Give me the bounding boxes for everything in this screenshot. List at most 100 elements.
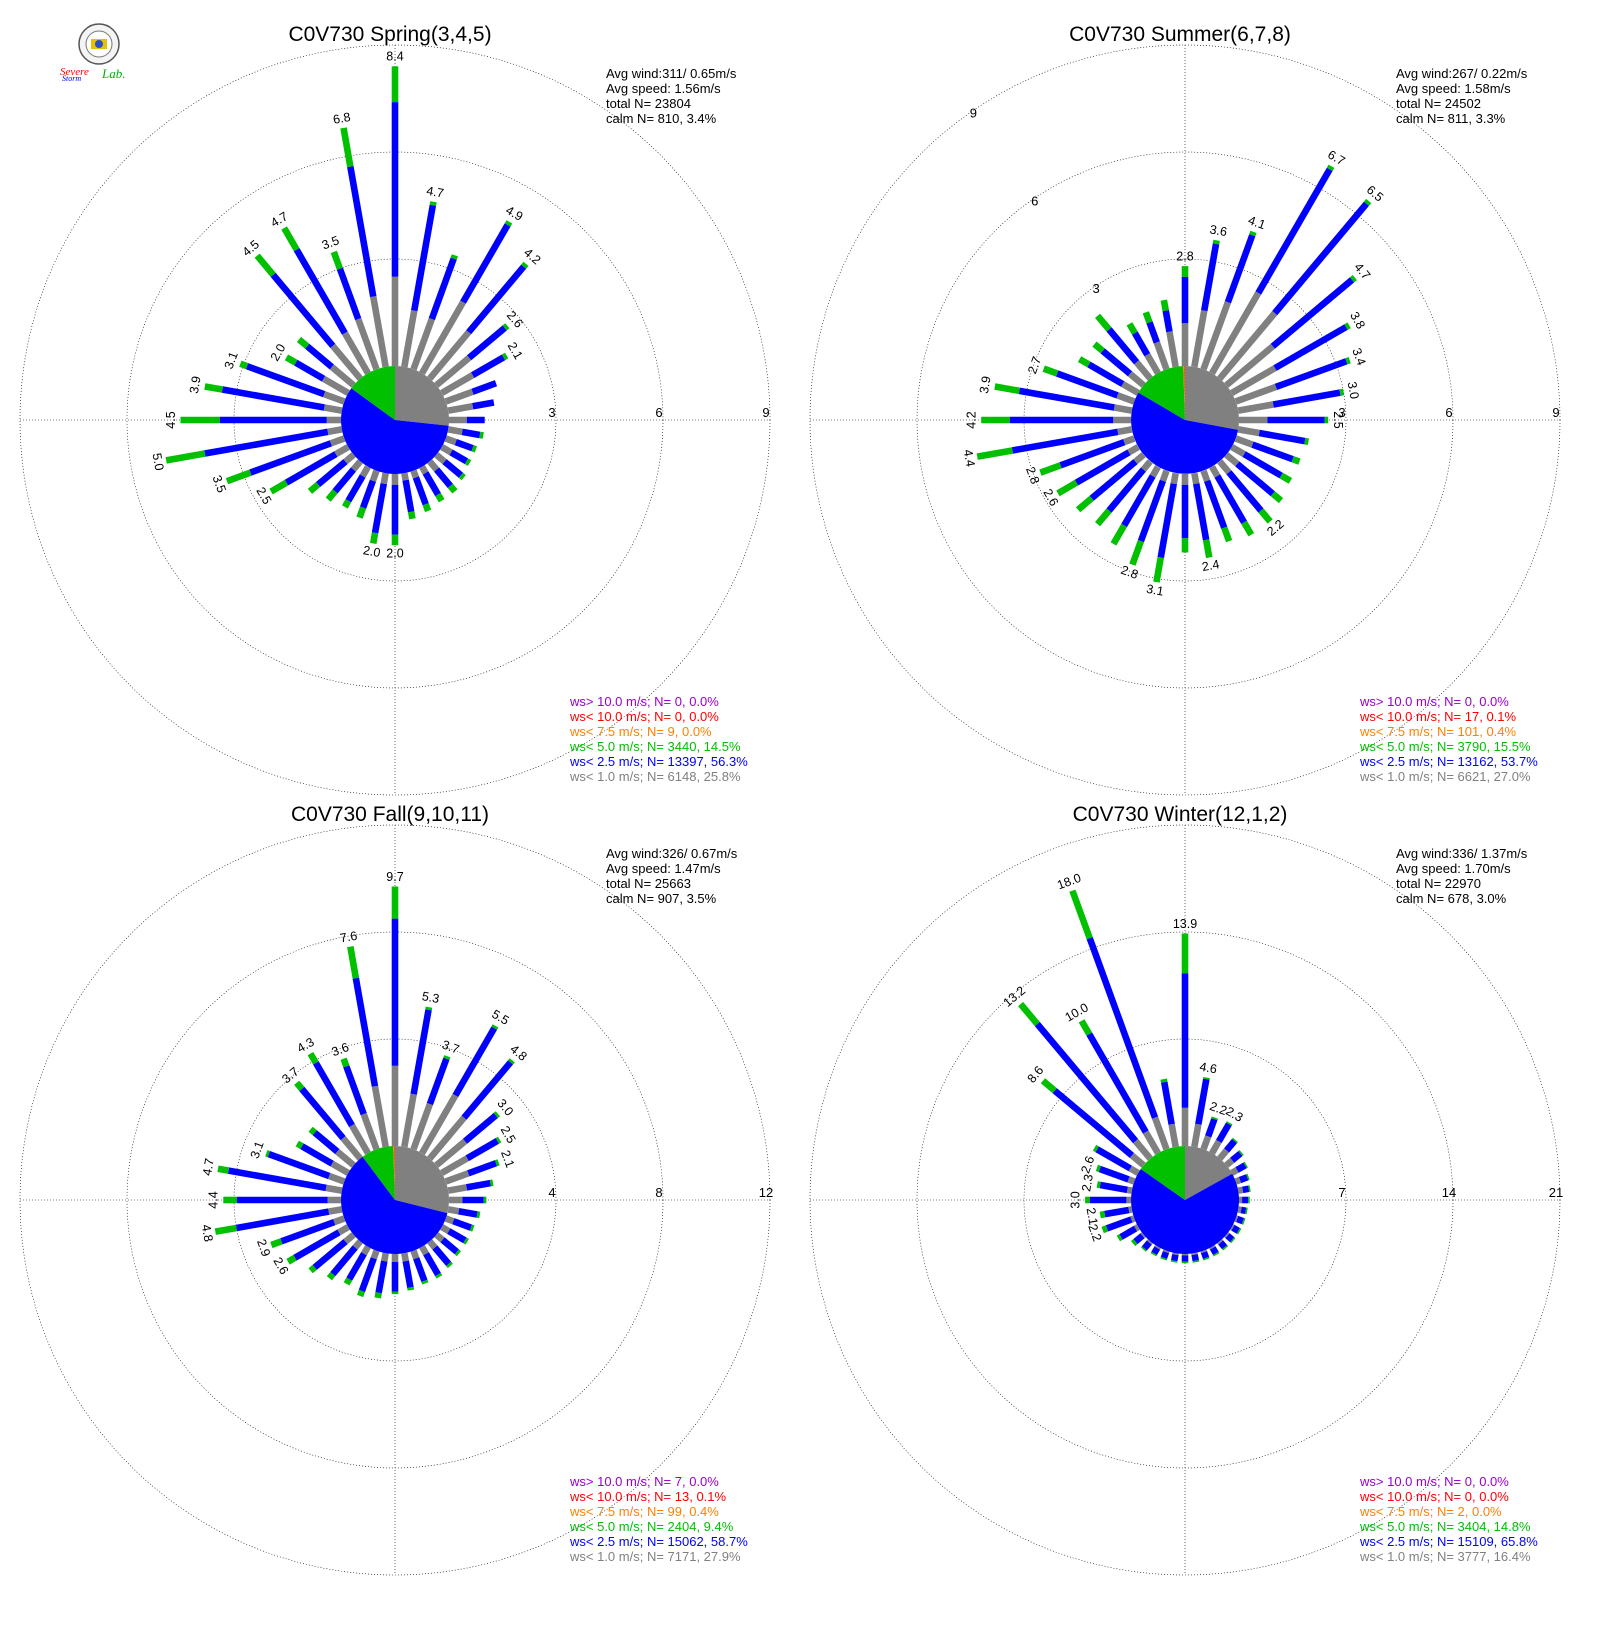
segment-gray <box>1127 1176 1136 1185</box>
segment-blue <box>460 223 511 304</box>
stat-avg-wind: Avg wind:336/ 1.37m/s <box>1396 846 1528 861</box>
segment-blue <box>442 459 464 478</box>
sector-total-label: 2.8 <box>1176 249 1193 263</box>
segment-green <box>469 1224 475 1232</box>
sector-bar-350 <box>1160 299 1179 368</box>
sector-bar-300 <box>1092 1144 1140 1176</box>
segment-gray <box>330 1160 350 1176</box>
segment-gray <box>349 1123 371 1155</box>
segment-green <box>325 489 338 502</box>
segment-green <box>1203 1256 1210 1261</box>
segment-gray <box>1146 1239 1153 1245</box>
segment-blue <box>1201 243 1220 312</box>
sector-bar-90 <box>1239 416 1329 424</box>
segment-green <box>296 336 310 349</box>
segment-green <box>458 472 466 481</box>
segment-blue <box>1095 1146 1132 1172</box>
sector-bar-130 <box>1224 1232 1236 1244</box>
sector-total-label: 3.5 <box>210 473 229 494</box>
calm-slice-lt1 <box>1185 366 1240 430</box>
legend-entry: ws< 5.0 m/s; N= 3404, 14.8% <box>1359 1519 1531 1534</box>
sector-total-label: 2.9 <box>254 1237 273 1258</box>
segment-green <box>1291 456 1301 465</box>
sector-total-label: 2.5 <box>1331 411 1345 428</box>
segment-gray <box>1230 1167 1239 1176</box>
sector-bar-270 <box>223 1196 341 1204</box>
segment-blue <box>1255 167 1333 295</box>
sector-bar-170 <box>401 472 416 520</box>
calm-slice-lt7_5 <box>393 1145 395 1200</box>
segment-green <box>1258 508 1273 524</box>
sector-bar-140 <box>427 1239 453 1269</box>
segment-blue <box>1181 484 1189 539</box>
segment-gray <box>1128 1165 1140 1176</box>
segment-blue <box>413 1257 428 1282</box>
panel-title: C0V730 Winter(12,1,2) <box>1073 803 1288 826</box>
segment-gray <box>440 444 453 456</box>
logo-lab-text: Lab. <box>101 66 125 81</box>
sector-bar-120 <box>440 1224 469 1245</box>
segment-green <box>357 1289 365 1298</box>
segment-gray <box>1217 1239 1224 1245</box>
segment-gray <box>343 452 356 465</box>
ring-tick-label: 14 <box>1442 1185 1456 1200</box>
sector-bar-170 <box>401 1252 415 1291</box>
segment-gray <box>1234 1176 1242 1185</box>
segment-green <box>1160 1256 1167 1261</box>
segment-gray <box>1113 416 1131 424</box>
segment-blue <box>1230 1151 1243 1163</box>
segment-green <box>1126 322 1138 335</box>
sector-bar-140 <box>427 459 458 494</box>
segment-gray <box>1234 1215 1239 1223</box>
sector-bar-20 <box>410 1055 451 1151</box>
calm-pie <box>1131 365 1240 474</box>
segment-gray <box>1166 331 1179 368</box>
sector-total-label: 2.6 <box>1078 1154 1097 1175</box>
segment-blue <box>454 439 474 452</box>
sector-bar-190 <box>374 1252 389 1299</box>
sector-bar-320 <box>1018 1001 1153 1161</box>
segment-green <box>1192 1260 1200 1263</box>
segment-gray <box>371 1085 389 1148</box>
segment-gray <box>1200 1249 1208 1254</box>
segment-green <box>307 1052 319 1065</box>
segment-gray <box>391 474 399 485</box>
segment-gray <box>1234 383 1278 405</box>
segment-gray <box>359 465 371 478</box>
segment-gray <box>323 391 346 405</box>
segment-gray <box>350 459 363 472</box>
segment-gray <box>1127 371 1146 388</box>
segment-blue <box>391 1262 399 1292</box>
segment-green <box>407 511 416 520</box>
segment-green <box>407 1286 415 1291</box>
segment-green <box>1181 266 1189 277</box>
segment-green <box>1324 416 1329 424</box>
segment-gray <box>1237 1186 1244 1194</box>
stat-avg-speed: Avg speed: 1.47m/s <box>606 861 721 876</box>
segment-blue <box>1200 1251 1210 1260</box>
sector-total-label: 6.8 <box>332 110 352 127</box>
sector-total-label: 2.0 <box>362 543 382 560</box>
segment-blue <box>1209 1246 1219 1255</box>
sector-total-label: 8.4 <box>386 50 403 64</box>
segment-blue <box>1009 416 1114 424</box>
legend-entry: ws< 1.0 m/s; N= 6621, 27.0% <box>1359 769 1531 784</box>
sector-bar-130 <box>434 452 466 481</box>
segment-gray <box>440 372 475 396</box>
segment-gray <box>1230 444 1246 457</box>
sector-bar-30 <box>1209 164 1335 375</box>
sector-total-label: 3.1 <box>222 350 241 371</box>
sector-bar-120 <box>1230 1224 1242 1235</box>
segment-green <box>463 1237 469 1245</box>
segment-gray <box>1168 1123 1179 1148</box>
segment-gray <box>1191 472 1200 485</box>
sector-bar-150 <box>1209 1245 1220 1257</box>
segment-green <box>340 1057 350 1068</box>
sector-bar-330 <box>1078 1019 1161 1155</box>
segment-blue <box>347 166 377 298</box>
sector-bar-150 <box>419 465 445 503</box>
segment-blue <box>466 264 527 335</box>
segment-green <box>1116 1234 1123 1242</box>
segment-green <box>165 450 206 464</box>
sector-bar-210 <box>1150 1245 1161 1257</box>
